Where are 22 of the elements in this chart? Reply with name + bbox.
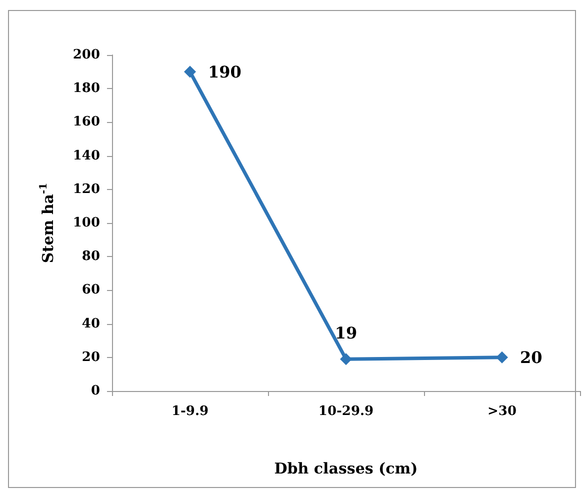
data-label: 190 [208,62,242,82]
point [184,66,196,78]
x-tick-label: 10-29.9 [318,404,374,419]
y-tick-label: 40 [82,316,100,332]
y-tick-label: 0 [90,384,100,398]
y-tick-label: 200 [72,48,100,62]
y-tick-label: 140 [72,148,100,164]
y-tick-label: 160 [72,114,100,130]
y-axis-title: Stem ha-1 [38,182,57,264]
point [340,353,352,366]
y-tick-label: 100 [72,216,100,230]
y-tick-label: 120 [72,182,100,197]
y-tick-label: 20 [82,350,100,365]
x-tick-label: 1-9.9 [171,404,209,419]
y-tick-label: 80 [82,249,100,264]
x-tick-label: >30 [488,404,516,419]
data-label: 20 [520,348,542,367]
x-axis-title: Dbh classes (cm) [274,460,418,478]
y-tick-label: 180 [72,81,100,96]
data-label: 19 [334,324,358,343]
y-tick-label: 60 [82,282,100,298]
point [496,351,508,364]
